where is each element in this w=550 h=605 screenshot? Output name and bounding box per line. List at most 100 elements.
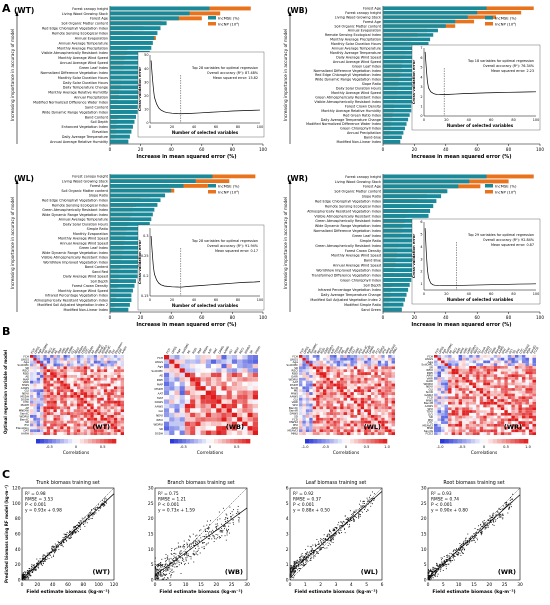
data-point: [332, 538, 334, 540]
heatmap-cell: [77, 355, 81, 358]
heatmap-cell: [120, 357, 124, 361]
heatmap-cell: [528, 418, 533, 422]
heatmap-cell: [299, 429, 303, 433]
heatmap-cell: [381, 400, 385, 404]
data-point: [173, 564, 175, 566]
heatmap-cell: [511, 399, 515, 402]
colorbar-segment: [378, 439, 384, 444]
heatmap-cell: [476, 382, 480, 386]
heatmap-cell: [455, 363, 459, 367]
bar-incmse: [383, 15, 468, 19]
heatmap-cell: [448, 357, 452, 361]
heatmap-cell: [63, 375, 67, 378]
data-point: [180, 562, 182, 564]
heatmap-cell: [107, 369, 111, 373]
heatmap-cell: [50, 357, 54, 361]
column-label: MSAVI2: [388, 343, 397, 354]
data-point: [184, 546, 186, 548]
data-point: [103, 500, 105, 502]
data-point: [358, 503, 360, 505]
heatmap-cell: [164, 426, 170, 431]
heatmap-cell: [50, 397, 54, 401]
data-point: [157, 570, 159, 572]
heatmap-cell: [476, 432, 480, 435]
heatmap-cell: [511, 357, 515, 361]
heatmap-cell: [384, 360, 389, 364]
heatmap-cell: [448, 368, 452, 372]
y-tick-label: 120: [12, 486, 21, 492]
heatmap-cell: [195, 421, 201, 427]
colorbar-segment: [440, 439, 445, 444]
data-point: [174, 548, 176, 550]
fit-statistic: RMSE = 1.21: [158, 497, 186, 503]
heatmap-cell: [483, 371, 487, 375]
heatmap-cell: [247, 377, 253, 382]
bar-incmse: [383, 95, 415, 100]
data-point: [358, 517, 360, 519]
legend-swatch-incmse: [485, 16, 493, 20]
heatmap-cell: [252, 355, 258, 360]
heatmap-cell: [242, 390, 248, 395]
heatmap-cell: [120, 395, 124, 398]
data-point: [79, 523, 81, 525]
data-point: [302, 555, 304, 557]
data-point: [196, 542, 198, 544]
heatmap-cell: [326, 386, 330, 390]
data-point: [169, 571, 171, 573]
heatmap-cell: [521, 426, 526, 430]
bar-incmse: [110, 231, 147, 236]
data-point: [321, 542, 322, 544]
heatmap-cell: [113, 420, 118, 424]
heatmap-cell: [507, 415, 512, 419]
heatmap-cell: [174, 412, 180, 418]
category-label: Monthly Solar Duration Hours: [331, 42, 381, 46]
data-point: [360, 514, 361, 515]
data-point: [186, 544, 188, 546]
heatmap-cell: [469, 412, 473, 416]
row-label: LWGS: [21, 357, 29, 361]
bar-incmse: [383, 68, 421, 73]
data-point: [206, 524, 208, 526]
bar-incmse: [110, 193, 166, 198]
data-point: [195, 543, 197, 544]
heatmap-cell: [30, 423, 34, 427]
heatmap-cell: [305, 426, 310, 430]
colorbar-segment: [362, 439, 367, 444]
row-label: DTC: [427, 421, 433, 425]
data-point: [103, 505, 105, 507]
data-point: [188, 555, 189, 557]
heatmap-cell: [384, 409, 389, 413]
data-point: [52, 550, 54, 552]
heatmap-cell: [521, 368, 526, 372]
category-label: Green Leaf Index: [79, 66, 108, 70]
heatmap-cell: [103, 412, 108, 415]
data-point: [88, 516, 90, 518]
heatmap-cell: [500, 426, 505, 430]
heatmap-cell: [353, 406, 358, 410]
data-point: [183, 547, 185, 549]
data-point: [364, 503, 365, 504]
data-point: [95, 508, 96, 510]
heatmap-cell: [444, 363, 449, 367]
heatmap-cell: [60, 357, 64, 361]
data-point: [91, 509, 93, 511]
data-point: [302, 559, 304, 561]
heatmap-cell: [511, 415, 515, 419]
plot-frame: [154, 487, 248, 581]
heatmap-cell: [40, 426, 44, 430]
heatmap-cell: [80, 409, 84, 413]
heatmap-cell: [305, 409, 310, 413]
heatmap-cell: [377, 432, 382, 435]
data-point: [167, 577, 169, 578]
heatmap-cell: [374, 400, 378, 404]
colorbar-label: Correlations: [197, 450, 224, 456]
heatmap-cell: [384, 412, 389, 415]
data-point: [233, 509, 234, 511]
heatmap-cell: [60, 366, 64, 370]
heatmap-cell: [455, 421, 459, 424]
heatmap-cell: [66, 400, 71, 404]
heatmap-cell: [451, 385, 456, 389]
heatmap-cell: [347, 380, 351, 384]
heatmap-cell: [493, 366, 498, 369]
heatmap-cell: [340, 383, 344, 387]
